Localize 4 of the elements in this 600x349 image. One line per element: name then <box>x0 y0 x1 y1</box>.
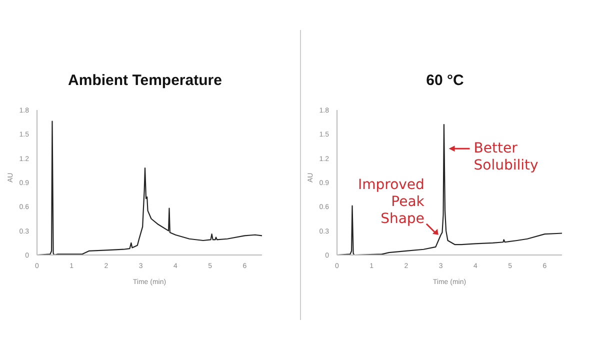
chart-title: Ambient Temperature <box>67 72 223 89</box>
annotation: Improved Peak Shape <box>358 176 426 227</box>
chart-title: 60 °C <box>425 72 465 89</box>
annotation: Better Solubility <box>474 140 538 174</box>
